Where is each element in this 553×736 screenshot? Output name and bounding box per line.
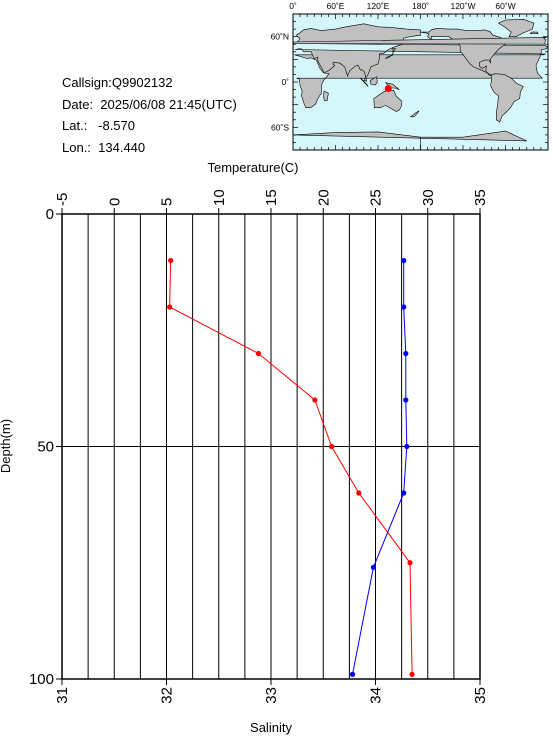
temperature-tick-label: 30 bbox=[420, 189, 437, 206]
map-lon-label: 120˚W bbox=[450, 1, 475, 11]
land-polygon bbox=[292, 37, 547, 45]
temperature-tick-label: 15 bbox=[263, 189, 280, 206]
map-land bbox=[292, 18, 548, 150]
salinity-data-point bbox=[349, 671, 356, 677]
station-info: Callsign:Q9902132 Date: 2025/06/08 21:45… bbox=[62, 72, 237, 158]
salinity-data-point bbox=[403, 397, 409, 403]
temperature-data-point bbox=[409, 671, 415, 677]
map-frame bbox=[292, 13, 548, 151]
temperature-tick-label: 5 bbox=[159, 198, 176, 206]
salinity-tick-label: 35 bbox=[472, 687, 489, 704]
map-lon-label: 60˚W bbox=[495, 1, 515, 11]
date-text: Date: 2025/06/08 21:45(UTC) bbox=[62, 96, 237, 112]
map-lon-label: 120˚E bbox=[367, 1, 390, 11]
temperature-data-point bbox=[167, 304, 173, 310]
salinity-tick-label: 33 bbox=[263, 687, 280, 704]
temperature-data-point bbox=[356, 490, 362, 496]
land-polygon bbox=[384, 47, 397, 59]
salinity-axis-label: Salinity bbox=[250, 720, 292, 735]
temperature-tick-label: 25 bbox=[368, 189, 385, 206]
salinity-data-point bbox=[370, 564, 377, 571]
lat-text: Lat.: -8.570 bbox=[62, 118, 135, 133]
salinity-data-point bbox=[404, 443, 410, 450]
lon-text: Lon.: 134.440 bbox=[62, 139, 146, 155]
salinity-tick-label: 34 bbox=[368, 687, 385, 704]
land-polygon bbox=[384, 82, 400, 90]
map-lat-label: 60˚S bbox=[271, 122, 289, 132]
series-layer bbox=[167, 257, 415, 677]
temperature-data-point bbox=[329, 443, 335, 450]
depth-axis-label: Depth(m) bbox=[0, 419, 13, 473]
land-polygon bbox=[490, 73, 524, 123]
map-labels: 0˚ 60˚E 120˚E 180˚ 120˚W 60˚W 60˚N 0˚ 60˚S bbox=[271, 1, 516, 132]
temperature-axis-label: Temperature(C) bbox=[207, 160, 298, 175]
temperature-data-point bbox=[168, 257, 174, 264]
callsign-text: Callsign:Q9902132 bbox=[62, 75, 173, 90]
map-lat-label: 0˚ bbox=[281, 77, 289, 87]
temperature-tick-label: 20 bbox=[315, 189, 332, 206]
temperature-data-point bbox=[407, 560, 413, 566]
temperature-data-point bbox=[312, 397, 318, 403]
salinity-data-point bbox=[401, 257, 407, 264]
station-marker bbox=[384, 84, 392, 92]
salinity-data-point bbox=[401, 490, 407, 496]
temperature-data-point bbox=[255, 350, 262, 357]
depth-tick-label: 0 bbox=[46, 206, 54, 223]
depth-tick-label: 100 bbox=[29, 671, 54, 688]
land-polygon bbox=[292, 130, 527, 150]
land-polygon bbox=[497, 18, 535, 38]
salinity-data-point bbox=[403, 350, 409, 357]
map-lat-label: 60˚N bbox=[271, 32, 289, 42]
map-lon-label: 60˚E bbox=[327, 1, 345, 11]
depth-tick-label: 50 bbox=[37, 439, 54, 456]
salinity-data-point bbox=[401, 304, 407, 310]
land-polygon bbox=[369, 76, 378, 86]
temperature-profile-line bbox=[169, 260, 413, 675]
salinity-tick-label: 32 bbox=[159, 687, 176, 704]
land-polygon bbox=[360, 77, 369, 87]
land-polygon bbox=[323, 90, 329, 102]
temperature-tick-label: 0 bbox=[106, 198, 123, 206]
land-polygon bbox=[293, 23, 548, 82]
temperature-tick-label: -5 bbox=[54, 193, 71, 206]
land-polygon bbox=[529, 31, 539, 34]
salinity-tick-label: 31 bbox=[54, 687, 71, 704]
land-polygon bbox=[409, 110, 420, 118]
map-lon-label: 0˚ bbox=[289, 1, 297, 11]
salinity-profile-line bbox=[352, 260, 408, 675]
map-lon-label: 180˚ bbox=[412, 1, 429, 11]
temperature-tick-label: 10 bbox=[211, 189, 228, 206]
temperature-tick-label: 35 bbox=[472, 189, 489, 206]
